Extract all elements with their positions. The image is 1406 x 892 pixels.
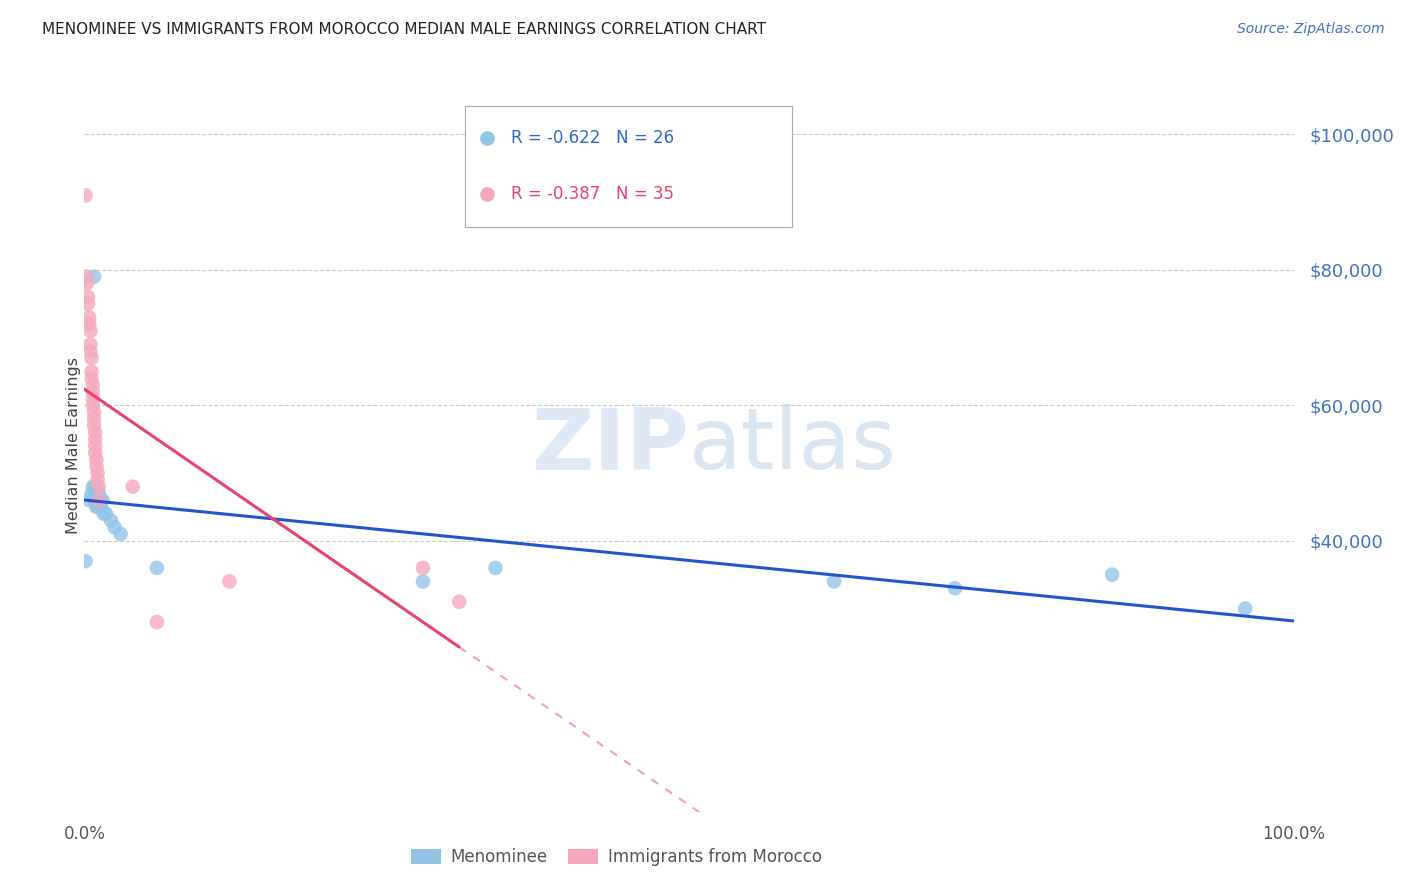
Point xyxy=(449,595,471,609)
Point xyxy=(83,269,105,284)
Point xyxy=(82,392,104,406)
Point xyxy=(84,425,107,440)
Point xyxy=(83,405,105,419)
Point xyxy=(93,507,115,521)
FancyBboxPatch shape xyxy=(465,106,792,227)
Point xyxy=(86,473,108,487)
Point xyxy=(1101,567,1123,582)
Point xyxy=(84,480,107,494)
Point xyxy=(86,452,108,467)
Text: R = -0.622   N = 26: R = -0.622 N = 26 xyxy=(512,129,675,147)
Y-axis label: Median Male Earnings: Median Male Earnings xyxy=(66,358,80,534)
Point xyxy=(412,574,434,589)
Point xyxy=(86,466,108,480)
Point xyxy=(121,480,143,494)
Point xyxy=(76,277,98,291)
Point xyxy=(77,317,100,331)
Point xyxy=(146,615,169,629)
Point xyxy=(943,581,966,595)
Point xyxy=(79,337,101,351)
Point xyxy=(77,493,100,508)
Point xyxy=(91,493,114,508)
Point xyxy=(1234,601,1257,615)
Point xyxy=(82,378,104,392)
Point xyxy=(87,493,110,508)
Point xyxy=(80,351,103,365)
Point xyxy=(104,520,127,534)
Point xyxy=(86,459,108,474)
Point xyxy=(146,561,169,575)
Point xyxy=(90,500,112,514)
Point xyxy=(89,493,111,508)
Point xyxy=(77,310,100,325)
Point xyxy=(86,500,108,514)
Point xyxy=(80,486,103,500)
Point xyxy=(84,432,107,446)
Legend: Menominee, Immigrants from Morocco: Menominee, Immigrants from Morocco xyxy=(404,841,828,873)
Point xyxy=(84,493,107,508)
Point xyxy=(86,500,108,514)
Point xyxy=(83,418,105,433)
Point xyxy=(82,384,104,399)
Point xyxy=(86,486,108,500)
Point xyxy=(83,412,105,426)
Point xyxy=(76,269,98,284)
Point xyxy=(110,527,132,541)
Point xyxy=(75,554,97,568)
Point xyxy=(484,561,506,575)
Point xyxy=(94,507,117,521)
Point xyxy=(82,480,104,494)
Point xyxy=(475,805,498,819)
Point xyxy=(823,574,845,589)
Point xyxy=(77,290,100,304)
Point xyxy=(75,188,97,202)
Text: MENOMINEE VS IMMIGRANTS FROM MOROCCO MEDIAN MALE EARNINGS CORRELATION CHART: MENOMINEE VS IMMIGRANTS FROM MOROCCO MED… xyxy=(42,22,766,37)
Point xyxy=(77,297,100,311)
Point xyxy=(87,486,110,500)
Point xyxy=(79,324,101,338)
Text: ZIP: ZIP xyxy=(531,404,689,488)
Point xyxy=(80,371,103,385)
Point xyxy=(100,514,122,528)
Point xyxy=(218,574,240,589)
Text: R = -0.387   N = 35: R = -0.387 N = 35 xyxy=(512,185,675,203)
Point xyxy=(80,364,103,378)
Point xyxy=(84,439,107,453)
Point xyxy=(79,344,101,359)
Point xyxy=(412,561,434,575)
Text: atlas: atlas xyxy=(689,404,897,488)
Point xyxy=(82,398,104,412)
Point xyxy=(87,480,110,494)
Point xyxy=(475,805,498,819)
Point xyxy=(84,446,107,460)
Text: Source: ZipAtlas.com: Source: ZipAtlas.com xyxy=(1237,22,1385,37)
